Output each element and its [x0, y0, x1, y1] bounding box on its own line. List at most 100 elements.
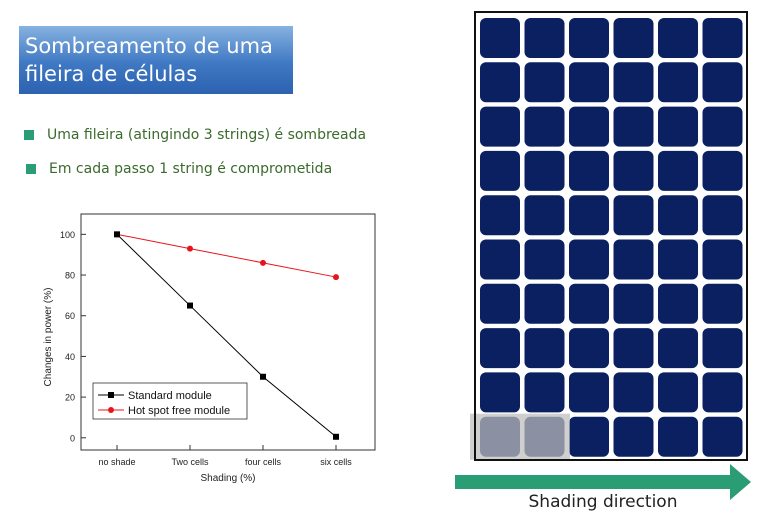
solar-cell — [569, 239, 609, 280]
solar-cell — [658, 150, 698, 191]
solar-cell — [569, 328, 609, 369]
data-point — [333, 433, 339, 440]
panel-frame — [474, 11, 748, 461]
bullet-square-icon — [26, 164, 36, 174]
solar-cell — [480, 328, 520, 369]
data-point — [260, 373, 266, 380]
solar-cell — [569, 283, 609, 324]
y-tick-label: 20 — [65, 393, 75, 403]
data-point — [187, 245, 193, 252]
data-point — [187, 302, 193, 309]
solar-cell — [569, 18, 609, 58]
shadow-overlay — [470, 413, 570, 460]
solar-cell — [702, 150, 743, 191]
solar-cell — [702, 372, 743, 413]
solar-cell — [702, 239, 743, 280]
series-line — [116, 233, 337, 278]
shading-direction-arrow: Shading direction — [455, 464, 751, 512]
legend-label: Standard module — [128, 390, 212, 402]
x-tick-label: six cells — [320, 457, 352, 467]
solar-cell — [613, 150, 654, 191]
solar-cell — [613, 372, 654, 413]
slide-title-box: Sombreamento de uma fileira de células — [19, 26, 293, 94]
y-tick-label: 40 — [65, 352, 75, 362]
solar-cell — [658, 283, 698, 324]
x-tick-label: no shade — [98, 457, 135, 467]
solar-cell — [702, 328, 743, 369]
solar-cell — [658, 62, 698, 103]
solar-cell — [702, 416, 743, 457]
solar-cell — [658, 18, 698, 58]
slide-title-line-1: Sombreamento de uma — [25, 34, 273, 58]
bullet-item: Em cada passo 1 string é comprometida — [26, 161, 332, 177]
solar-cell — [658, 372, 698, 413]
solar-cell — [569, 62, 609, 103]
solar-cell — [658, 239, 698, 280]
solar-cell — [613, 416, 654, 457]
series-line — [116, 233, 337, 438]
solar-cell — [613, 328, 654, 369]
solar-cell — [480, 239, 520, 280]
x-tick-label: Two cells — [171, 457, 209, 467]
solar-cell — [702, 62, 743, 103]
solar-cell — [569, 372, 609, 413]
data-point — [333, 274, 339, 281]
solar-cell — [702, 283, 743, 324]
solar-cell — [613, 62, 654, 103]
solar-cell — [702, 106, 743, 147]
y-tick-label: 100 — [60, 230, 75, 240]
solar-cell — [480, 106, 520, 147]
shading-direction-caption: Shading direction — [529, 492, 678, 512]
solar-cell — [480, 283, 520, 324]
solar-cell — [480, 195, 520, 236]
solar-cell — [569, 106, 609, 147]
solar-cell — [524, 283, 565, 324]
solar-panel — [470, 11, 748, 461]
solar-cell — [524, 372, 565, 413]
solar-cell — [569, 150, 609, 191]
legend: Standard module Hot spot free module — [92, 382, 248, 420]
solar-cell — [613, 239, 654, 280]
solar-cell — [480, 62, 520, 103]
bullet-text: Uma fileira (atingindo 3 strings) é somb… — [47, 127, 367, 143]
x-tick-label: four cells — [245, 457, 282, 467]
solar-cell — [569, 416, 609, 457]
legend-marker — [108, 407, 114, 413]
y-tick-label: 80 — [65, 271, 75, 281]
solar-cell — [524, 18, 565, 58]
x-axis-label: Shading (%) — [200, 473, 255, 484]
arrow-shape — [455, 464, 751, 500]
solar-cell — [569, 195, 609, 236]
solar-cell — [613, 195, 654, 236]
solar-cell — [658, 195, 698, 236]
bullet-text: Em cada passo 1 string é comprometida — [49, 161, 333, 177]
legend-label: Hot spot free module — [128, 405, 230, 417]
solar-cell — [658, 106, 698, 147]
solar-cell — [524, 150, 565, 191]
solar-cell — [524, 62, 565, 103]
solar-cell — [524, 239, 565, 280]
y-tick-label: 0 — [70, 433, 75, 443]
panel-frame-outline — [474, 11, 748, 461]
slide-title-line-2: fileira de células — [25, 62, 198, 86]
power-change-chart: 0 20 40 60 80 100 no shade Two cells four cells s… — [43, 213, 376, 484]
legend-box — [92, 382, 248, 420]
legend-marker — [108, 392, 114, 398]
solar-cell — [480, 372, 520, 413]
solar-cell — [524, 195, 565, 236]
solar-cell — [658, 416, 698, 457]
solar-cell — [613, 106, 654, 147]
solar-cell — [524, 328, 565, 369]
solar-cell — [702, 195, 743, 236]
bullet-item: Uma fileira (atingindo 3 strings) é somb… — [24, 127, 366, 143]
y-axis-label: Changes in power (%) — [43, 288, 54, 387]
y-tick-label: 60 — [65, 311, 75, 321]
solar-cell — [524, 106, 565, 147]
solar-cell — [613, 283, 654, 324]
bullet-square-icon — [24, 130, 34, 140]
solar-cell — [658, 328, 698, 369]
plot-frame — [80, 213, 376, 451]
data-point — [260, 259, 266, 266]
solar-cell — [613, 18, 654, 58]
data-point — [114, 231, 120, 238]
